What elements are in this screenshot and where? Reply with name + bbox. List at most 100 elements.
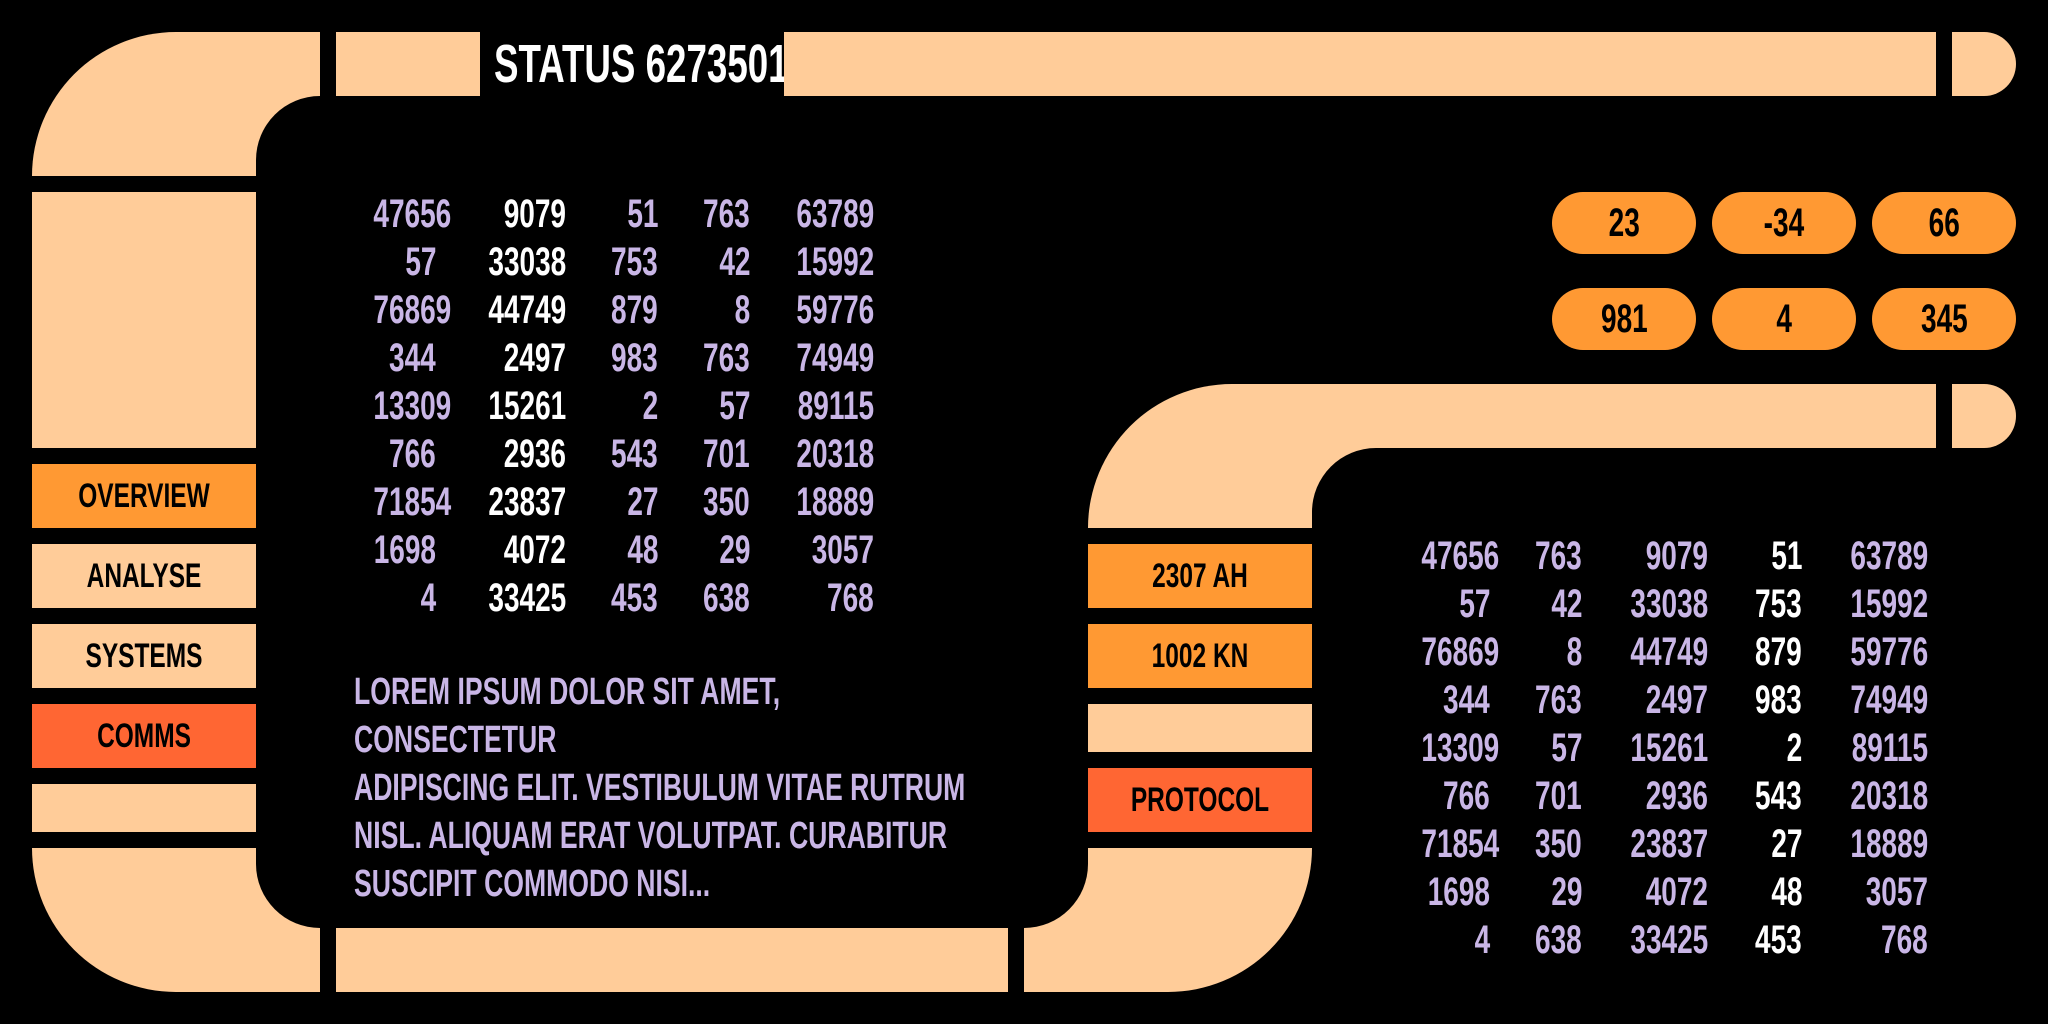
table-main-cell: 983 [611,336,658,380]
table-secondary-cell: 8 [1566,630,1582,674]
table-secondary-cell: 983 [1755,678,1802,722]
mid-nav-protocol-button[interactable]: PROTOCOL [1088,768,1312,832]
table-main-cell: 344 [389,336,436,380]
table-secondary-cell: 44749 [1630,630,1708,674]
table-secondary-cell: 4072 [1645,870,1708,914]
table-main-cell: 9079 [503,192,566,236]
table-main-cell: 15992 [796,240,874,284]
table-secondary-cell: 76869 [1421,630,1500,674]
mid-bar-end-cap [1952,384,2016,448]
table-secondary-cell: 763 [1535,534,1582,578]
table-secondary-cell: 4 [1474,918,1490,962]
table-main-cell: 48 [626,528,658,572]
paragraph-line-1: LOREM IPSUM DOLOR SIT AMET, CONSECTETUR [354,671,781,761]
mid-nav-protocol-label: PROTOCOL [1130,780,1270,819]
data-table-secondary: 47656 763 9079 51 63789 57 42 33038 753 15992 7686… [1388,532,1928,964]
table-secondary-cell: 768 [1881,918,1928,962]
table-secondary-cell: 638 [1535,918,1582,962]
table-main-cell: 543 [611,432,658,476]
table-secondary-cell: 57 [1550,726,1582,770]
table-main-cell: 3057 [811,528,874,572]
value-pill-6[interactable]: 345 [1872,288,2016,350]
value-pill-2[interactable]: -34 [1712,192,1856,254]
table-secondary-cell: 2 [1786,726,1802,770]
table-secondary-cell: 33425 [1630,918,1708,962]
table-main-cell: 15261 [488,384,566,428]
value-pill-1[interactable]: 23 [1552,192,1696,254]
table-secondary-cell: 701 [1535,774,1582,818]
table-main-cell: 763 [703,192,750,236]
nav-comms-label: COMMS [97,716,191,755]
value-pill-4-label: 981 [1600,296,1648,341]
table-secondary-cell: 879 [1755,630,1802,674]
table-secondary-cell: 33038 [1630,582,1708,626]
left-column-block-small [32,784,256,832]
table-secondary-cell: 3057 [1865,870,1928,914]
lorem-paragraph: LOREM IPSUM DOLOR SIT AMET, CONSECTETUR … [354,668,1254,908]
table-secondary-cell: 89115 [1851,726,1928,770]
table-main-cell: 63789 [796,192,874,236]
table-secondary-cell: 74949 [1850,678,1928,722]
table-secondary-cell: 63789 [1850,534,1928,578]
page-title: STATUS 6273501 [494,34,789,94]
table-main-cell: 27 [626,480,658,524]
frame-gap [320,928,336,992]
table-main-cell: 8 [734,288,750,332]
frame-gap [320,32,336,96]
nav-overview-button[interactable]: OVERVIEW [32,464,256,528]
table-main-cell: 763 [703,336,750,380]
table-main-cell: 453 [611,576,658,620]
frame-gap [1008,928,1024,992]
table-main-cell: 638 [703,576,750,620]
value-pill-1-label: 23 [1608,200,1640,245]
table-main-cell: 47656 [373,192,452,236]
value-pill-3-label: 66 [1928,200,1960,245]
nav-analyse-button[interactable]: ANALYSE [32,544,256,608]
table-main-cell: 57 [404,240,436,284]
mid-column-block [1088,704,1312,752]
nav-analyse-label: ANALYSE [86,556,202,595]
table-secondary-cell: 15992 [1850,582,1928,626]
table-secondary-cell: 753 [1755,582,1802,626]
nav-comms-button[interactable]: COMMS [32,704,256,768]
table-secondary-cell: 2497 [1645,678,1708,722]
table-secondary-cell: 47656 [1421,534,1500,578]
nav-systems-button[interactable]: SYSTEMS [32,624,256,688]
table-main-cell: 4 [420,576,436,620]
top-bar-end-cap [1952,32,2016,96]
table-main-cell: 768 [827,576,874,620]
bottom-bar-segment-1 [336,928,1008,992]
table-main-cell: 4072 [503,528,566,572]
value-pill-3[interactable]: 66 [1872,192,2016,254]
table-secondary-cell: 29 [1550,870,1582,914]
value-pill-5[interactable]: 4 [1712,288,1856,350]
table-main-cell: 350 [703,480,750,524]
table-main-cell: 18889 [796,480,874,524]
table-secondary-cell: 13309 [1421,726,1500,770]
table-main-cell: 20318 [796,432,874,476]
table-main-cell: 753 [611,240,658,284]
table-secondary-cell: 71854 [1421,822,1500,866]
mid-nav-1002kn-button[interactable]: 1002 KN [1088,624,1312,688]
table-secondary-cell: 18889 [1850,822,1928,866]
table-secondary-cell: 23837 [1630,822,1708,866]
table-secondary-cell: 344 [1443,678,1490,722]
table-secondary-cell: 350 [1535,822,1582,866]
value-pill-4[interactable]: 981 [1552,288,1696,350]
value-pill-6-label: 345 [1920,296,1968,341]
table-secondary-cell: 453 [1755,918,1802,962]
nav-overview-label: OVERVIEW [78,476,210,515]
table-main-cell: 33038 [488,240,566,284]
mid-nav-2307ah-label: 2307 AH [1152,556,1248,595]
left-column-block-top [32,192,256,448]
table-secondary-cell: 9079 [1645,534,1708,578]
paragraph-line-3: NISL. ALIQUAM ERAT VOLUTPAT. CURABITUR [354,815,948,857]
table-main-cell: 29 [718,528,750,572]
table-main-cell: 42 [718,240,750,284]
mid-nav-1002kn-label: 1002 KN [1151,636,1249,675]
mid-nav-2307ah-button[interactable]: 2307 AH [1088,544,1312,608]
table-secondary-cell: 1698 [1427,870,1490,914]
frame-mid-upper-inner-curve [1312,448,1952,544]
table-secondary-cell: 20318 [1850,774,1928,818]
table-main-cell: 71854 [373,480,452,524]
